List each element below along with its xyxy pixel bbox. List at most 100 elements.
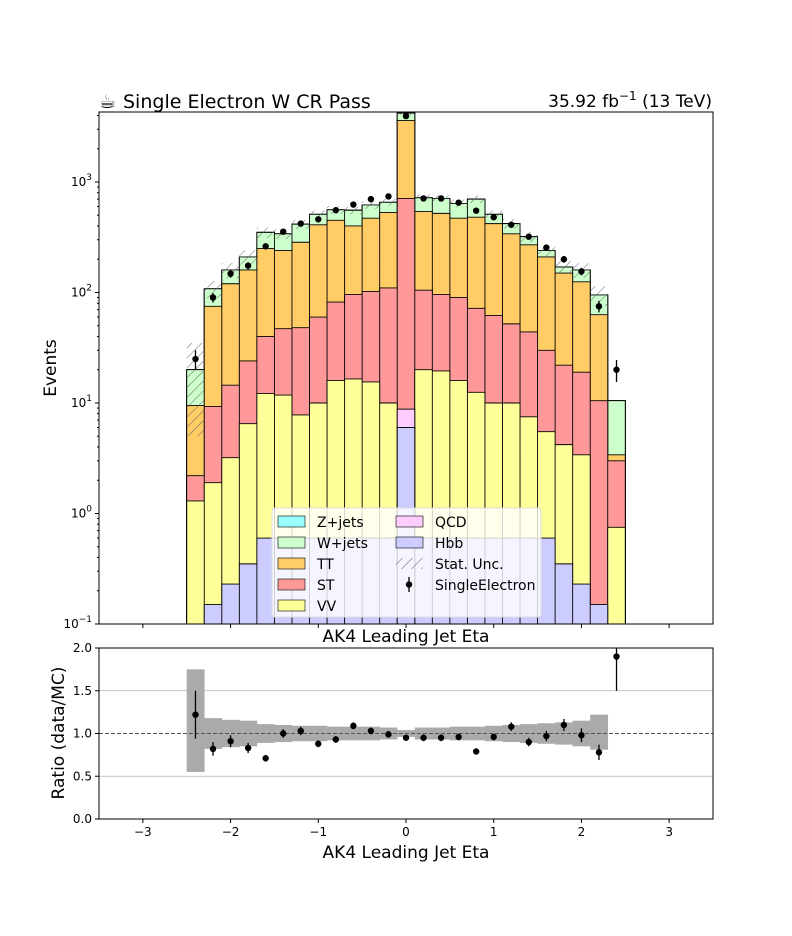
ratio-panel: AK4 Leading Jet Eta 0.0 0.5 1.0 1.5 2.0 −3 −2…	[49, 627, 714, 863]
ratio-point	[595, 749, 603, 756]
stat-unc-bin	[256, 227, 275, 238]
data-point	[613, 366, 620, 373]
data-point	[350, 201, 357, 208]
legend-swatch	[277, 557, 306, 570]
data-point	[332, 207, 340, 214]
coffee-cup-icon: ☕	[99, 91, 116, 113]
legend-label: Stat. Unc.	[435, 557, 504, 573]
ratio-point	[437, 734, 445, 741]
ratio-point	[490, 733, 497, 741]
legend-swatch-hatch	[396, 558, 423, 569]
data-point	[227, 270, 234, 277]
legend-swatch	[277, 578, 306, 591]
ratio-y-tick-label: 1.0	[73, 727, 92, 741]
ratio-x-tick-label: −3	[134, 825, 152, 839]
data-point	[543, 244, 550, 251]
legend-label: Hbb	[435, 536, 463, 552]
ratio-point	[244, 744, 252, 752]
stat-unc-bin	[239, 250, 257, 265]
ratio-band-bin	[590, 714, 609, 750]
data-point	[280, 228, 287, 235]
ratio-x-label: AK4 Leading Jet Eta	[323, 843, 490, 863]
main-y-label: Events	[41, 339, 61, 397]
chart-title: Single Electron W CR Pass	[123, 91, 371, 113]
data-point	[402, 112, 410, 120]
ratio-point	[367, 727, 375, 735]
stat-unc-bin	[362, 201, 380, 209]
ratio-x-tick-label: 2	[578, 825, 586, 839]
ratio-point	[227, 737, 234, 745]
ratio-point	[508, 723, 515, 730]
legend-label: QCD	[435, 515, 467, 531]
stat-unc-bin	[555, 261, 573, 274]
legend-swatch	[277, 599, 306, 612]
stat-unc-bin	[590, 286, 608, 306]
legend-label: ST	[317, 578, 335, 594]
main-y-axis: 10−1 100 101 102 103	[63, 114, 99, 631]
ratio-x-axis: −3 −2 −1 0 1 2 3	[134, 819, 673, 839]
legend-marker	[405, 581, 413, 588]
y-tick-label: 103	[71, 173, 92, 189]
stat-unc-bin	[344, 206, 363, 215]
ratio-point	[613, 653, 620, 660]
data-point	[455, 199, 462, 206]
data-point	[192, 355, 199, 363]
data-point	[560, 256, 568, 263]
data-point	[420, 195, 427, 202]
data-point	[508, 221, 515, 228]
y-tick-label: 100	[71, 504, 92, 520]
stat-unc-bin	[379, 199, 398, 206]
legend-swatch	[395, 515, 424, 528]
ratio-point	[402, 734, 410, 741]
ratio-point	[315, 740, 322, 747]
ratio-point	[578, 732, 585, 739]
data-point	[578, 268, 585, 275]
ratio-point	[560, 721, 568, 729]
ratio-x-tick-label: 0	[402, 825, 410, 839]
stat-unc-bin	[309, 210, 328, 219]
data-point	[525, 233, 532, 240]
legend-label: Z+jets	[317, 515, 364, 531]
stat-unc-bin	[204, 280, 222, 299]
data-points	[192, 112, 620, 382]
legend-swatch	[277, 515, 306, 528]
data-point	[367, 195, 375, 203]
ratio-x-tick-label: −2	[222, 825, 240, 839]
legend-label: VV	[317, 599, 337, 615]
main-x-axis-ticks	[142, 624, 670, 628]
ratio-point	[525, 738, 532, 746]
ratio-point	[192, 711, 199, 718]
data-point	[490, 214, 497, 221]
ratio-y-tick-label: 0.0	[73, 812, 92, 826]
ratio-band-bin	[256, 724, 275, 743]
y-tick-label: 10−1	[63, 615, 92, 631]
ratio-point	[280, 730, 287, 737]
legend-label: TT	[316, 557, 334, 573]
data-point	[472, 207, 480, 214]
ratio-point	[209, 745, 217, 753]
data-point	[297, 220, 304, 227]
ratio-point	[455, 733, 462, 741]
ratio-points	[192, 648, 620, 762]
center-bin-qcd	[396, 408, 416, 428]
data-point	[244, 262, 252, 269]
ratio-y-label: Ratio (data/MC)	[49, 667, 69, 800]
ratio-band-bin	[467, 726, 486, 741]
main-panel: Z+jets QCD W+jets Hbb TT Stat. Unc. ST SingleEl…	[41, 89, 714, 631]
ratio-y-tick-label: 1.5	[73, 684, 92, 698]
y-tick-label: 102	[71, 283, 92, 299]
ratio-band-bin	[221, 719, 240, 748]
lumi-label: 35.92 fb−1 (13 TeV)	[548, 89, 712, 112]
data-point	[315, 216, 322, 223]
stat-unc-bin	[467, 195, 485, 204]
ratio-point	[332, 736, 340, 743]
legend-swatch	[277, 536, 306, 549]
legend-swatch	[395, 536, 424, 549]
data-point	[437, 195, 445, 202]
data-point	[262, 243, 269, 250]
ratio-point	[385, 731, 392, 738]
ratio-title: AK4 Leading Jet Eta	[323, 627, 490, 647]
ratio-x-tick-label: −1	[309, 825, 327, 839]
ratio-point	[297, 727, 304, 735]
